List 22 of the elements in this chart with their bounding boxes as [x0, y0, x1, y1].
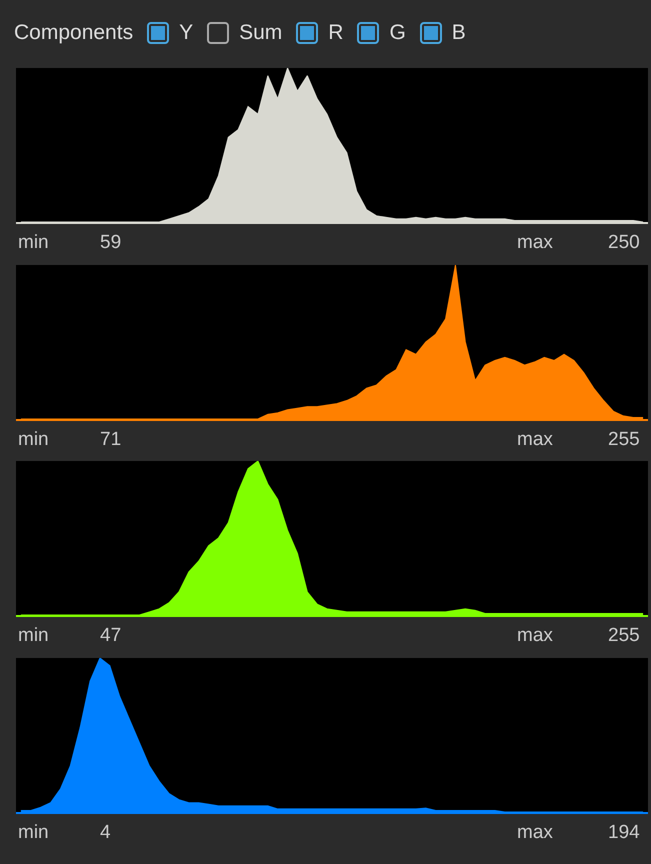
text: max: [517, 625, 554, 646]
text: min: [18, 625, 49, 646]
text: Y: [179, 20, 194, 44]
text: G: [389, 20, 406, 44]
text: min: [18, 428, 49, 450]
text: R: [328, 20, 344, 44]
text: 47: [100, 625, 122, 646]
text: min: [18, 232, 49, 253]
text: 250: [608, 232, 640, 253]
text: 194: [608, 822, 640, 842]
text: B: [452, 20, 466, 44]
text: Components: [14, 20, 134, 44]
text: min: [18, 822, 49, 842]
text: 4: [100, 822, 111, 842]
text: 71: [100, 428, 122, 450]
text: 255: [608, 625, 640, 646]
text: max: [517, 232, 554, 253]
text: max: [517, 822, 554, 842]
text: Sum: [239, 20, 282, 44]
text: 255: [608, 428, 640, 450]
text: max: [517, 428, 554, 450]
text: 59: [100, 232, 122, 253]
